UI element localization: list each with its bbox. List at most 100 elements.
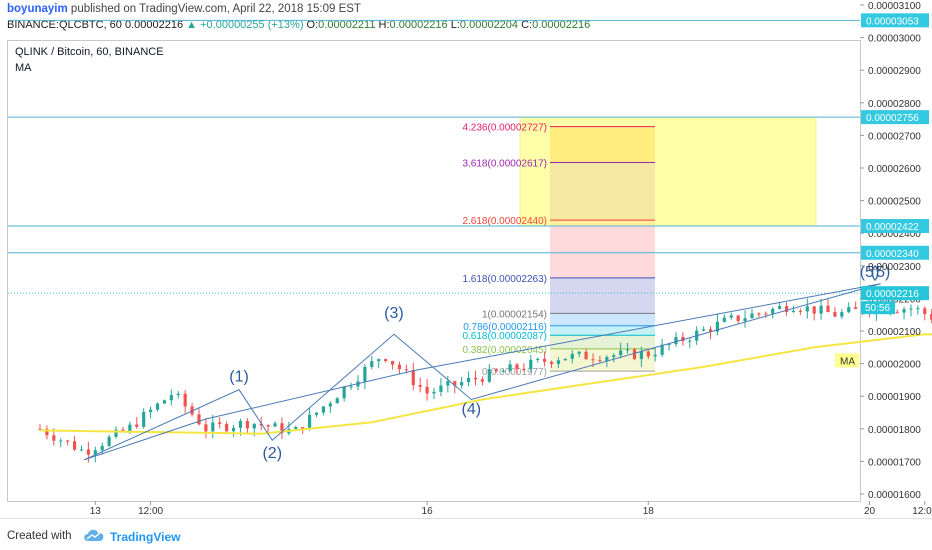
fib-zone xyxy=(550,277,655,314)
o-value: 0.00002211 xyxy=(318,19,376,31)
candle-body xyxy=(38,428,42,430)
candle-body xyxy=(411,369,415,386)
ohlc-line: BINANCE:QLCBTC, 60 0.00002216 ▲ +0.00000… xyxy=(7,19,590,31)
candle-body xyxy=(549,361,554,364)
fib-level-label: 0.618(0.00002087) xyxy=(462,331,547,342)
candle-body xyxy=(840,312,844,317)
candle-body xyxy=(895,312,899,314)
candle-body xyxy=(149,409,153,413)
fib-level-label: 3.618(0.00002617) xyxy=(462,158,547,169)
candle-body xyxy=(847,307,851,313)
time-axis-label: 13 xyxy=(90,506,102,517)
candle-body xyxy=(923,308,927,315)
author-link[interactable]: boyunayim xyxy=(7,3,68,15)
candle-body xyxy=(854,307,858,309)
candle-body xyxy=(708,329,713,332)
time-axis-label: 18 xyxy=(643,506,655,517)
candle-body xyxy=(107,436,111,446)
candle-body xyxy=(52,435,56,441)
candle-body xyxy=(619,350,623,356)
candle-body xyxy=(114,429,118,437)
tradingview-brand[interactable]: TradingView xyxy=(110,530,181,544)
l-label: L: xyxy=(450,19,460,31)
candle-body xyxy=(460,382,464,386)
candle-body xyxy=(280,423,284,434)
fib-level-label: 1.618(0.00002263) xyxy=(462,274,547,285)
wave-label: (5) xyxy=(871,264,891,281)
candle-body xyxy=(667,344,671,346)
time-axis-label: 12:00 xyxy=(138,506,163,517)
candle-body xyxy=(771,308,775,314)
candle-body xyxy=(591,359,595,361)
ma-legend[interactable]: MA xyxy=(15,62,32,74)
candle-body xyxy=(473,377,478,380)
candle-body xyxy=(335,398,339,404)
candle-body xyxy=(674,336,678,345)
l-value: 0.00002204 xyxy=(459,19,519,31)
fib-level-label: 2.618(0.00002440) xyxy=(462,216,547,227)
price-axis-label: 0.00001800 xyxy=(868,425,921,436)
candle-body xyxy=(370,361,374,367)
price-tag-label: 0.00003053 xyxy=(866,16,919,27)
candle-body xyxy=(639,351,643,360)
candle-body xyxy=(363,366,367,382)
countdown-tag xyxy=(861,301,895,315)
candle-body xyxy=(784,306,789,312)
candle-body xyxy=(128,424,132,432)
candle-body xyxy=(466,377,471,383)
wave-label: (4) xyxy=(462,401,482,418)
candle-body xyxy=(750,313,754,319)
candle-body xyxy=(349,386,353,388)
time-axis-label: 12:00 xyxy=(912,506,932,517)
price-axis-label: 0.00002500 xyxy=(868,197,921,208)
candle-body xyxy=(536,358,540,360)
c-label: C: xyxy=(521,19,533,31)
elliott-wave-line xyxy=(84,283,881,461)
price-axis-label: 0.00002600 xyxy=(868,164,921,175)
candle-body xyxy=(819,305,823,314)
publish-line: boyunayim published on TradingView.com, … xyxy=(7,3,361,15)
price-axis-label: 0.00002400 xyxy=(868,229,921,240)
fib-zone xyxy=(550,335,655,349)
chart-canvas[interactable]: 4.236(0.00002727) 3.618(0.00002617) 2.618(… xyxy=(0,0,932,518)
price-axis-label: 0.00002800 xyxy=(868,99,921,110)
fib-zone xyxy=(550,313,655,326)
elliott-wave-line xyxy=(84,283,881,461)
price-axis-label: 0.00001700 xyxy=(868,457,921,468)
candle-body xyxy=(902,309,906,313)
created-with-text: Created with xyxy=(7,530,72,542)
candle-body xyxy=(798,310,802,312)
wave-label: (1) xyxy=(229,369,249,386)
candle-body xyxy=(909,308,913,310)
chart-pane[interactable] xyxy=(7,40,861,502)
candle-body xyxy=(155,403,160,410)
candle-body xyxy=(204,424,208,432)
candle-body xyxy=(245,420,249,429)
candle-body xyxy=(646,351,650,357)
candle-body xyxy=(425,386,429,394)
candle-body xyxy=(584,351,588,360)
candle-body xyxy=(612,355,616,358)
candle-body xyxy=(805,306,809,312)
chart-title: QLINK / Bitcoin, 60, BINANCE xyxy=(15,46,164,58)
ma-axis-tag xyxy=(835,353,859,368)
candle-body xyxy=(764,313,768,315)
candle-body xyxy=(100,445,104,451)
candle-body xyxy=(211,422,215,432)
candle-body xyxy=(121,429,125,432)
candle-body xyxy=(930,314,932,320)
candle-body xyxy=(197,414,201,425)
candle-body xyxy=(757,313,761,315)
candle-body xyxy=(577,351,581,354)
countdown-label: 50:56 xyxy=(865,303,890,314)
candle-body xyxy=(446,381,450,386)
candle-body xyxy=(231,427,236,432)
candle-body xyxy=(266,425,270,427)
price-tag-label: 0.00002422 xyxy=(866,222,919,233)
time-axis-label: 16 xyxy=(422,506,434,517)
published-text: published on TradingView.com, April 22, … xyxy=(70,3,361,15)
h-label: H: xyxy=(378,19,390,31)
candle-body xyxy=(86,449,90,455)
fib-level-label: 0(0.00001977) xyxy=(482,367,547,378)
candle-body xyxy=(632,349,637,360)
